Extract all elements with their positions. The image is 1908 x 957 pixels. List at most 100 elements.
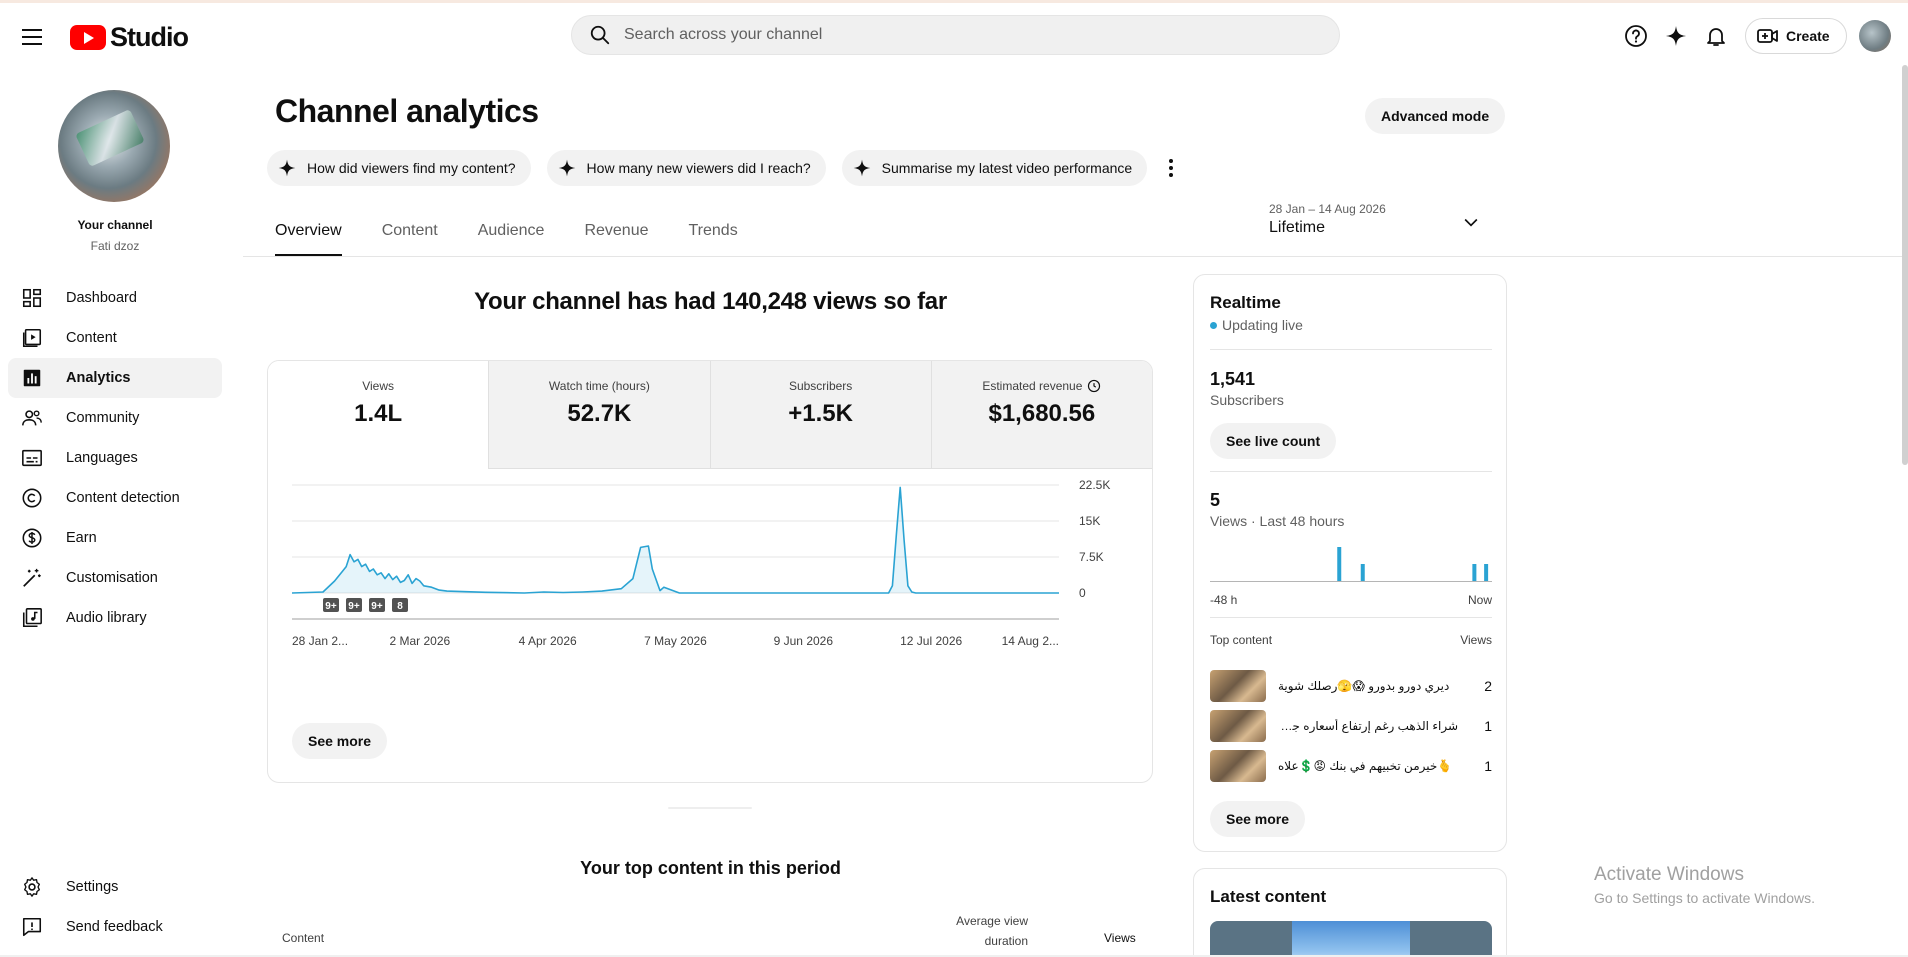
sidebar-item-analytics[interactable]: Analytics: [8, 358, 222, 398]
latest-video-thumbnail[interactable]: [1210, 921, 1492, 957]
views-line: [291, 486, 1059, 594]
analytics-tabs: Overview Content Audience Revenue Trends: [275, 222, 778, 257]
sidebar-item-audio-library[interactable]: Audio library: [8, 598, 222, 638]
latest-content-card: Latest content: [1193, 868, 1507, 957]
analytics-icon: [20, 366, 44, 390]
realtime-bar: [1360, 564, 1365, 581]
realtime-card: Realtime Updating live 1,541 Subscribers…: [1193, 274, 1507, 852]
sidebar-item-languages[interactable]: Languages: [8, 438, 222, 478]
metric-tabs: Views 1.4L Watch time (hours) 52.7K Subs…: [268, 361, 1152, 469]
metric-value: 1.4L: [354, 400, 403, 427]
col-views[interactable]: Views: [1104, 931, 1136, 945]
realtime-title: Realtime: [1210, 293, 1281, 312]
help-icon[interactable]: [1622, 22, 1650, 50]
watermark-line2: Go to Settings to activate Windows.: [1594, 890, 1815, 906]
channel-name: Fati dzoz: [90, 239, 140, 253]
metric-estimated-revenue[interactable]: Estimated revenue $1,680.56: [930, 361, 1152, 469]
magic-wand-icon: [20, 566, 44, 590]
top-content-label: Top content: [1210, 633, 1273, 647]
more-options-icon[interactable]: [1159, 150, 1183, 186]
video-marker-badge: [369, 598, 385, 612]
advanced-mode-button[interactable]: Advanced mode: [1365, 98, 1506, 134]
chip-label: Summarise my latest video performance: [881, 160, 1133, 176]
top-content-row[interactable]: 🫰خيرمن تخبيهم في بنك 😡💲علاه 1: [1210, 749, 1492, 783]
sidebar: Your channel Fati dzoz Dashboard Content…: [0, 65, 230, 957]
video-marker-label: 9+: [371, 601, 383, 612]
sidebar-item-settings[interactable]: Settings: [8, 867, 222, 907]
account-avatar[interactable]: [1859, 20, 1891, 52]
tab-revenue[interactable]: Revenue: [584, 222, 649, 239]
realtime-see-more-button[interactable]: See more: [1210, 801, 1306, 837]
top-content-row[interactable]: ديري دورو بدورو 😱🫣رصلك شوية 2: [1210, 669, 1492, 703]
hamburger-menu-icon[interactable]: [18, 22, 48, 52]
chip-viewers-find-content[interactable]: How did viewers find my content?: [267, 150, 531, 186]
sidebar-item-dashboard[interactable]: Dashboard: [8, 278, 222, 318]
rt-axis-start: -48 h: [1210, 593, 1238, 607]
col-average-view-duration[interactable]: Average view duration: [956, 914, 1028, 948]
video-thumbnail: [1210, 750, 1266, 782]
search-icon[interactable]: [580, 24, 620, 46]
sidebar-item-send-feedback[interactable]: Send feedback: [8, 907, 222, 947]
dashboard-icon: [20, 286, 44, 310]
metric-value: +1.5K: [788, 400, 853, 427]
chip-label: How did viewers find my content?: [307, 160, 516, 176]
views-headline: Your channel has had 140,248 views so fa…: [474, 288, 947, 315]
sidebar-item-label: Audio library: [66, 610, 147, 626]
sidebar-item-earn[interactable]: Earn: [8, 518, 222, 558]
metric-label: Estimated revenue: [982, 379, 1083, 393]
realtime-views-value: 5: [1210, 490, 1221, 510]
sidebar-item-content-detection[interactable]: Content detection: [8, 478, 222, 518]
y-tick-label: 22.5K: [1079, 478, 1110, 492]
realtime-subscribers-label: Subscribers: [1210, 392, 1284, 408]
see-live-count-button[interactable]: See live count: [1210, 423, 1337, 459]
tab-audience[interactable]: Audience: [477, 222, 545, 239]
chip-new-viewers[interactable]: How many new viewers did I reach?: [546, 150, 826, 186]
video-marker-label: 8: [397, 601, 403, 612]
logo-text: Studio: [110, 22, 189, 52]
create-button[interactable]: Create: [1745, 18, 1847, 54]
video-thumbnail: [1210, 670, 1266, 702]
sidebar-item-content[interactable]: Content: [8, 318, 222, 358]
x-tick-label: 12 Jul 2026: [900, 634, 962, 648]
period-value: Lifetime: [1269, 219, 1326, 236]
page-scrollbar[interactable]: [1902, 65, 1908, 465]
top-content-views-col: Views: [1460, 633, 1492, 647]
notifications-bell-icon[interactable]: [1702, 22, 1730, 50]
x-tick-label: 9 Jun 2026: [774, 634, 834, 648]
chip-summarise-latest[interactable]: Summarise my latest video performance: [841, 150, 1148, 186]
section-divider: [668, 807, 752, 809]
date-range-dropdown[interactable]: 28 Jan – 14 Aug 2026 Lifetime: [1269, 202, 1493, 244]
tabs-divider: [243, 256, 1908, 257]
latest-content-title: Latest content: [1210, 887, 1327, 906]
channel-avatar[interactable]: [58, 90, 170, 202]
x-tick-label: 28 Jan 2...: [292, 634, 348, 648]
metric-subscribers[interactable]: Subscribers +1.5K: [709, 361, 931, 469]
metric-watch-time[interactable]: Watch time (hours) 52.7K: [488, 361, 710, 469]
ai-sparkle-icon[interactable]: [1662, 22, 1690, 50]
dollar-icon: [20, 526, 44, 550]
sidebar-item-community[interactable]: Community: [8, 398, 222, 438]
sidebar-item-label: Send feedback: [66, 919, 163, 935]
y-tick-label: 7.5K: [1079, 550, 1104, 564]
ai-suggestion-chips: How did viewers find my content? How man…: [267, 150, 1183, 186]
your-channel-label: Your channel: [77, 218, 153, 232]
x-tick-label: 7 May 2026: [644, 634, 707, 648]
search-bar[interactable]: [571, 15, 1340, 55]
tab-content[interactable]: Content: [381, 222, 438, 239]
metric-views[interactable]: Views 1.4L: [268, 361, 489, 469]
video-marker-label: 9+: [325, 601, 337, 612]
y-tick-label: 0: [1079, 586, 1086, 600]
clock-info-icon[interactable]: [1087, 379, 1101, 393]
live-dot-icon: [1210, 321, 1217, 329]
tab-overview[interactable]: Overview: [275, 222, 342, 257]
windows-activation-watermark: Activate Windows Go to Settings to activ…: [1594, 864, 1815, 906]
chart-see-more-button[interactable]: See more: [292, 723, 388, 759]
search-input[interactable]: [624, 26, 1304, 44]
sidebar-bottom-nav: Settings Send feedback: [8, 867, 222, 947]
sidebar-item-customisation[interactable]: Customisation: [8, 558, 222, 598]
studio-logo[interactable]: Studio: [70, 22, 189, 53]
languages-icon: [20, 446, 44, 470]
top-content-row[interactable]: شراء الذهب رغم إرتفاع أسعاره جتوتية 1: [1210, 709, 1492, 743]
tab-trends[interactable]: Trends: [688, 222, 738, 239]
x-tick-label: 14 Aug 2...: [1002, 634, 1059, 648]
